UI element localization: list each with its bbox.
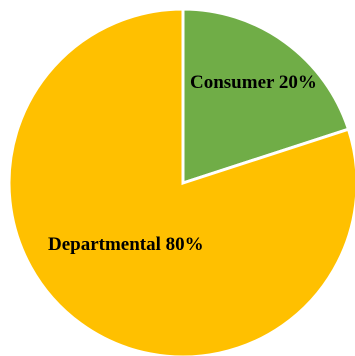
pie-slices xyxy=(7,7,355,356)
pie-slice-consumer xyxy=(181,7,351,186)
slice-label-departmental: Departmental 80% xyxy=(48,234,204,255)
pie-labels: Consumer 20% Departmental 80% xyxy=(48,72,317,255)
pie-slice-departmental xyxy=(7,7,355,356)
slice-label-consumer: Consumer 20% xyxy=(190,72,317,93)
